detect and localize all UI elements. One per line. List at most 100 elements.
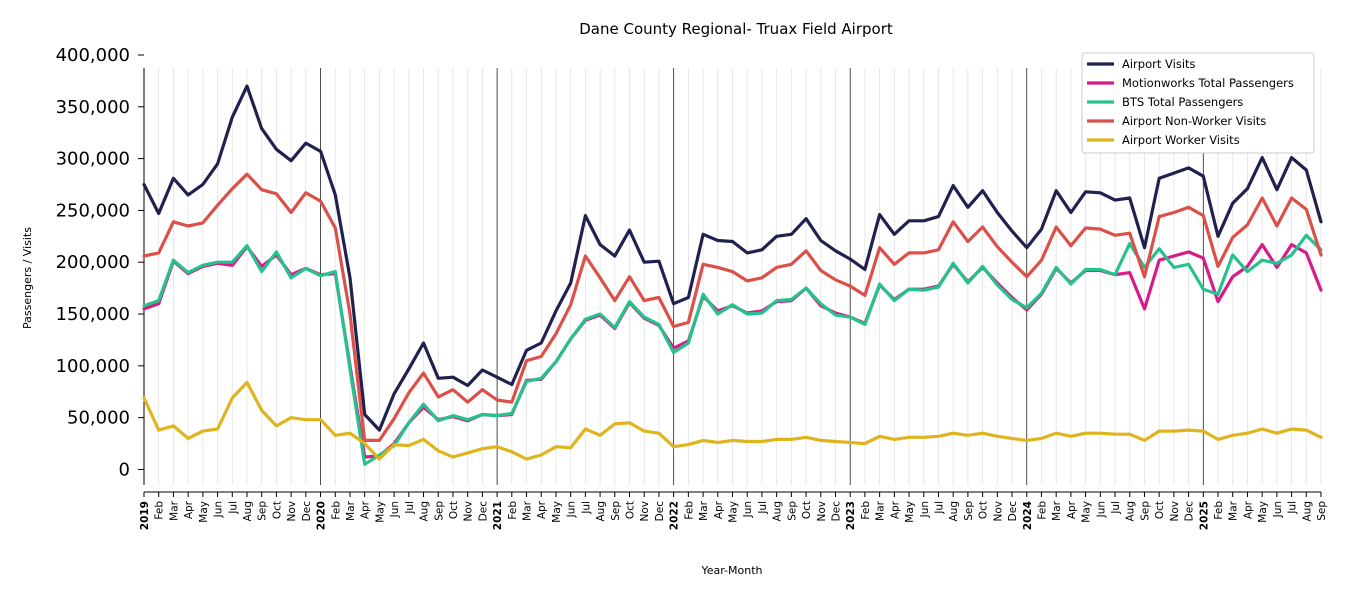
data-point — [172, 424, 175, 428]
y-axis-label: Passengers / Visits — [21, 227, 34, 329]
data-point — [1187, 166, 1190, 170]
data-point — [996, 435, 999, 438]
data-point — [260, 270, 263, 273]
data-point — [1025, 275, 1029, 278]
data-point — [142, 254, 146, 258]
data-point — [1202, 214, 1205, 217]
data-point — [746, 251, 749, 255]
data-point — [304, 141, 307, 145]
data-point — [481, 413, 484, 416]
data-point — [392, 417, 396, 420]
data-point — [289, 276, 293, 279]
data-point — [598, 276, 602, 279]
y-tick-label: 350,000 — [56, 97, 130, 118]
data-point — [878, 246, 881, 249]
x-tick-label: Nov — [992, 501, 1004, 522]
data-point — [245, 381, 249, 384]
data-point — [1040, 259, 1043, 262]
data-point — [760, 311, 764, 315]
data-point — [1099, 191, 1102, 194]
data-point — [275, 192, 278, 195]
data-point — [1172, 429, 1176, 433]
data-point — [363, 442, 366, 445]
data-point — [1246, 187, 1249, 190]
x-tick-label: Feb — [1036, 501, 1048, 520]
x-tick-label: Oct — [271, 501, 283, 519]
data-point — [157, 299, 160, 302]
data-point — [1128, 433, 1131, 436]
data-point — [613, 254, 616, 258]
data-point — [584, 254, 587, 258]
data-point — [937, 435, 940, 438]
data-point — [1290, 156, 1293, 159]
data-point — [216, 261, 219, 264]
data-point — [569, 281, 572, 285]
series-group — [142, 84, 1323, 466]
data-point — [613, 422, 616, 426]
y-tick-label: 0 — [119, 459, 130, 480]
x-tick-label: Apr — [713, 500, 725, 519]
data-point — [437, 419, 440, 422]
data-point — [584, 214, 587, 217]
data-point — [834, 440, 837, 443]
data-point — [834, 313, 837, 317]
data-point — [1040, 292, 1043, 295]
x-tick-label: Nov — [639, 501, 651, 522]
data-point — [157, 428, 160, 432]
data-point — [701, 439, 705, 442]
data-point — [1172, 171, 1176, 175]
data-point — [495, 414, 499, 417]
data-point — [922, 251, 925, 255]
data-point — [525, 457, 528, 461]
data-point — [510, 383, 513, 386]
data-point — [849, 441, 852, 444]
x-tick-label: Apr — [183, 500, 195, 519]
data-point — [275, 424, 278, 428]
data-point — [952, 432, 955, 435]
data-point — [790, 263, 793, 266]
x-tick-label: Feb — [154, 501, 166, 520]
data-point — [1128, 196, 1131, 200]
x-tick-label: Aug — [1301, 501, 1313, 522]
data-point — [392, 443, 396, 446]
data-point — [1113, 198, 1117, 202]
data-point — [216, 204, 219, 207]
data-point — [1202, 288, 1205, 291]
data-point — [981, 189, 984, 192]
data-point — [407, 444, 410, 447]
x-tick-label: Oct — [978, 501, 990, 519]
data-point — [1275, 188, 1279, 191]
data-point — [1069, 435, 1073, 438]
data-point — [1246, 270, 1249, 273]
x-tick-label: May — [198, 501, 210, 523]
data-point — [1231, 275, 1234, 278]
legend-label: Airport Non-Worker Visits — [1122, 114, 1266, 128]
data-point — [1158, 247, 1161, 250]
data-point — [1246, 223, 1249, 227]
x-tick-label: Dec — [654, 501, 666, 522]
data-point — [790, 233, 793, 236]
data-point — [966, 206, 970, 209]
data-point — [849, 284, 852, 288]
data-point — [716, 266, 719, 269]
x-tick-label: Feb — [860, 501, 872, 520]
data-point — [554, 360, 558, 363]
data-point — [893, 233, 896, 236]
data-point — [186, 271, 190, 274]
x-tick-label: Oct — [448, 501, 460, 519]
data-point — [863, 268, 867, 271]
data-point — [451, 455, 455, 459]
x-tick-label: Apr — [1066, 500, 1078, 519]
data-point — [731, 303, 734, 306]
y-tick-label: 200,000 — [56, 252, 130, 273]
data-point — [863, 323, 867, 326]
data-point — [157, 302, 160, 305]
data-point — [981, 432, 984, 435]
data-point — [1187, 250, 1190, 254]
data-point — [319, 199, 322, 203]
data-point — [804, 249, 808, 252]
data-point — [804, 286, 808, 290]
data-point — [422, 403, 425, 406]
data-point — [1231, 434, 1234, 437]
x-tick-label: Aug — [948, 501, 960, 522]
